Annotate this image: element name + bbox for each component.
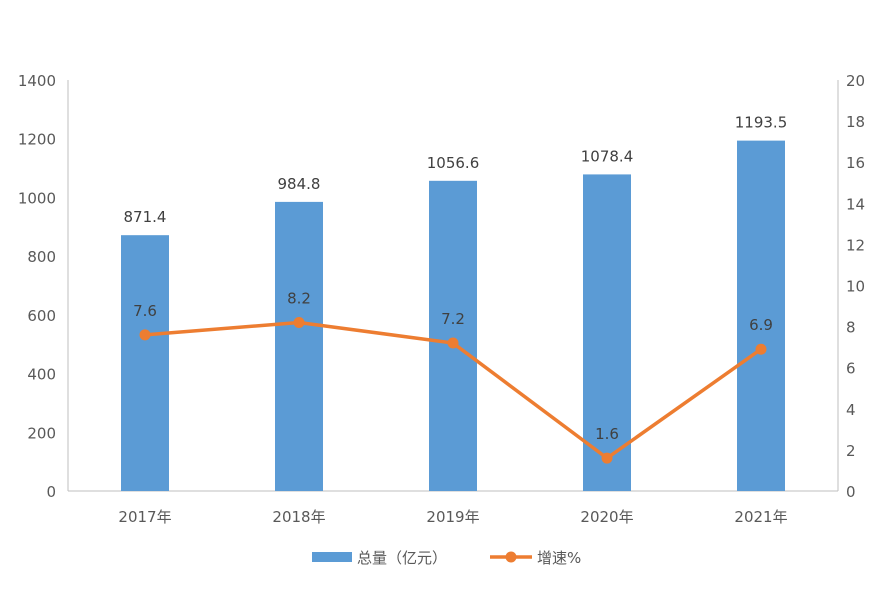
bar-data-label: 1056.6 <box>427 154 480 172</box>
line-data-label: 6.9 <box>749 316 773 334</box>
x-tick-label: 2018年 <box>272 508 325 526</box>
y-right-tick-label: 4 <box>846 401 856 419</box>
y-left-tick-label: 1200 <box>18 131 56 149</box>
y-right-tick-label: 14 <box>846 195 865 213</box>
line-point <box>755 343 767 355</box>
bar <box>121 235 169 491</box>
line-point <box>447 337 459 349</box>
bar <box>737 140 785 491</box>
y-right-tick-label: 0 <box>846 483 856 501</box>
y-right-tick-label: 2 <box>846 442 856 460</box>
y-left-tick-label: 0 <box>46 483 56 501</box>
y-left-tick-label: 400 <box>27 366 56 384</box>
y-left-tick-label: 800 <box>27 248 56 266</box>
bar <box>429 180 477 491</box>
y-right-tick-label: 6 <box>846 360 856 378</box>
x-tick-label: 2017年 <box>118 508 171 526</box>
bar-data-label: 1078.4 <box>581 147 634 165</box>
x-tick-label: 2019年 <box>426 508 479 526</box>
bar-data-label: 984.8 <box>278 175 321 193</box>
line-data-label: 7.2 <box>441 310 465 328</box>
y-left-tick-label: 1400 <box>18 72 56 90</box>
y-right-tick-label: 16 <box>846 154 865 172</box>
y-right-tick-label: 20 <box>846 72 865 90</box>
y-right-tick-label: 8 <box>846 319 856 337</box>
y-right-tick-label: 10 <box>846 278 865 296</box>
legend-bar-label: 总量（亿元） <box>357 549 447 567</box>
line-point <box>601 452 613 464</box>
y-left-tick-label: 600 <box>27 307 56 325</box>
bar-data-label: 1193.5 <box>735 114 788 132</box>
bar <box>583 174 631 491</box>
bar <box>275 201 323 491</box>
line-point <box>139 329 151 341</box>
line-point <box>293 316 305 328</box>
x-tick-label: 2020年 <box>580 508 633 526</box>
legend-line-label: 增速% <box>537 549 581 567</box>
legend-bar-swatch <box>312 552 352 562</box>
line-data-label: 1.6 <box>595 425 619 443</box>
legend-line-marker <box>505 551 517 563</box>
y-right-tick-label: 18 <box>846 113 865 131</box>
y-right-tick-label: 12 <box>846 236 865 254</box>
bar-data-label: 871.4 <box>124 208 167 226</box>
y-left-tick-label: 200 <box>27 424 56 442</box>
x-tick-label: 2021年 <box>734 508 787 526</box>
line-data-label: 7.6 <box>133 302 157 320</box>
line-data-label: 8.2 <box>287 289 311 307</box>
y-left-tick-label: 1000 <box>18 189 56 207</box>
